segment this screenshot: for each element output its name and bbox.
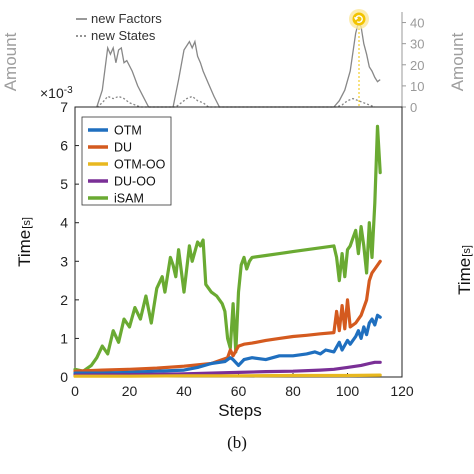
refresh-icon-arrow bbox=[355, 15, 363, 23]
figure-caption: (b) bbox=[227, 433, 247, 452]
series-du-oo-line bbox=[73, 360, 382, 377]
main-ylabel-text: Time bbox=[15, 230, 34, 267]
main-panel: 0 20 40 60 80 100 120 0 1 2 3 4 5 6 7 Steps Time[s] O… bbox=[15, 99, 414, 420]
main-xticks: 0 20 40 60 80 100 120 bbox=[71, 373, 414, 399]
main-ylabel: Time[s] bbox=[15, 217, 34, 267]
top-ylabel-left: Amount bbox=[1, 32, 20, 91]
x-tick-label: 40 bbox=[176, 383, 192, 399]
y-tick-label: 7 bbox=[60, 99, 68, 115]
top-series-new-factors-line bbox=[96, 20, 381, 108]
exponent-power: -3 bbox=[64, 85, 73, 96]
series-du-line bbox=[73, 259, 382, 373]
top-legend: new Factors new States bbox=[76, 11, 162, 43]
x-tick-label: 100 bbox=[336, 383, 360, 399]
refresh-icon[interactable] bbox=[349, 9, 369, 29]
refresh-icon-arrowhead bbox=[353, 16, 358, 21]
top-series-new-states-line bbox=[96, 95, 376, 108]
y-tick-label: 2 bbox=[60, 292, 68, 308]
top-panel: 0 10 20 30 40 Amount Amount ×10-3 new Factor… bbox=[1, 9, 467, 115]
main-series-group bbox=[73, 124, 382, 378]
exponent-label: ×10-3 bbox=[40, 85, 73, 101]
top-legend-label-states: new States bbox=[91, 28, 156, 43]
top-right-ticks: 0 10 20 30 40 bbox=[402, 16, 424, 115]
y-tick-label: 5 bbox=[60, 176, 68, 192]
x-tick-label: 20 bbox=[122, 383, 138, 399]
y-tick-label: 0 bbox=[60, 369, 68, 385]
exponent-base: ×10 bbox=[40, 85, 64, 101]
legend-label-du: DU bbox=[114, 141, 132, 155]
top-ylabel-right: Amount bbox=[448, 32, 467, 91]
y-tick-label: 1 bbox=[60, 330, 68, 346]
top-right-tick-label: 10 bbox=[410, 79, 424, 94]
right-edge-ylabel-unit: [s] bbox=[461, 245, 473, 257]
top-legend-label-factors: new Factors bbox=[91, 11, 162, 26]
main-ylabel-unit: [s] bbox=[21, 217, 33, 229]
series-otm-oo-line bbox=[73, 373, 382, 378]
y-tick-label: 4 bbox=[60, 215, 68, 231]
y-tick-label: 3 bbox=[60, 253, 68, 269]
top-right-tick-label: 30 bbox=[410, 37, 424, 52]
legend-label-otm: OTM bbox=[114, 124, 142, 138]
main-yticks: 0 1 2 3 4 5 6 7 bbox=[60, 99, 79, 385]
series-otm-line bbox=[73, 313, 382, 375]
right-edge-ylabel-text: Time bbox=[455, 258, 474, 295]
refresh-icon-disc bbox=[352, 12, 366, 26]
top-right-tick-label: 0 bbox=[410, 100, 417, 115]
top-series-group bbox=[96, 20, 381, 108]
y-tick-label: 6 bbox=[60, 138, 68, 154]
x-tick-label: 0 bbox=[71, 383, 79, 399]
legend-label-otm-oo: OTM-OO bbox=[114, 158, 166, 172]
legend-label-du-oo: DU-OO bbox=[114, 175, 156, 189]
series-isam-line bbox=[73, 124, 382, 373]
x-tick-label: 80 bbox=[285, 383, 301, 399]
right-edge-ylabel-fragment: Time[s] bbox=[455, 245, 474, 295]
legend-label-isam: iSAM bbox=[114, 192, 144, 206]
x-tick-label: 120 bbox=[390, 383, 414, 399]
top-right-tick-label: 20 bbox=[410, 58, 424, 73]
main-xlabel: Steps bbox=[218, 401, 261, 420]
x-tick-label: 60 bbox=[231, 383, 247, 399]
main-legend: OTM DU OTM-OO DU-OO iSAM bbox=[81, 116, 172, 206]
top-right-tick-label: 40 bbox=[410, 16, 424, 31]
